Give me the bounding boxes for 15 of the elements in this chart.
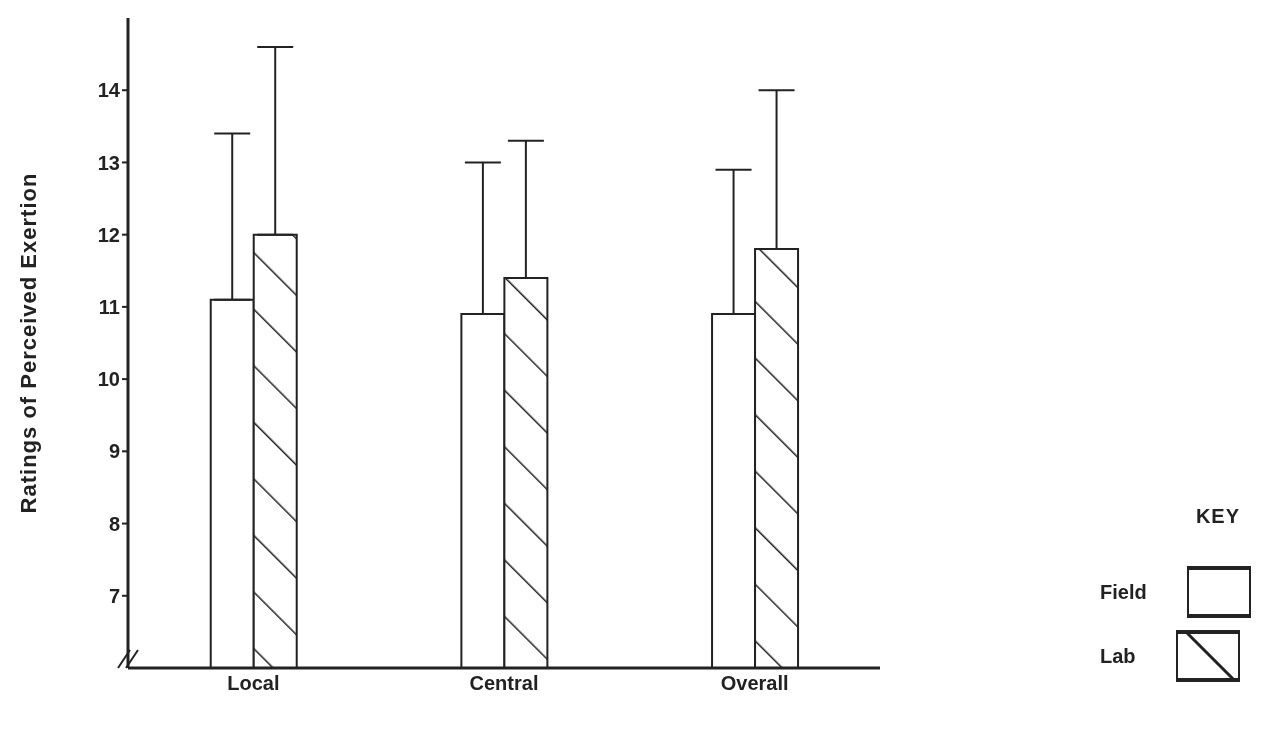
legend-title: KEY [1195, 505, 1240, 528]
y-tick-label: 8 [108, 512, 120, 535]
y-axis-title: Ratings of Perceived Exertion [15, 172, 41, 514]
x-tick-label: Local [227, 672, 280, 695]
y-tick-label: 7 [108, 584, 120, 607]
y-tick-label: 13 [97, 151, 120, 174]
y-tick-label: 14 [97, 79, 121, 102]
y-tick-label: 10 [97, 368, 120, 391]
y-tick-label: 11 [98, 295, 120, 318]
x-tick-label: Overall [720, 672, 789, 695]
legend-label: Field [1100, 580, 1147, 603]
legend-label: Lab [1100, 644, 1136, 667]
x-tick-label: Central [469, 672, 539, 695]
y-tick-label: 9 [108, 440, 120, 463]
y-tick-label: 12 [97, 223, 120, 246]
